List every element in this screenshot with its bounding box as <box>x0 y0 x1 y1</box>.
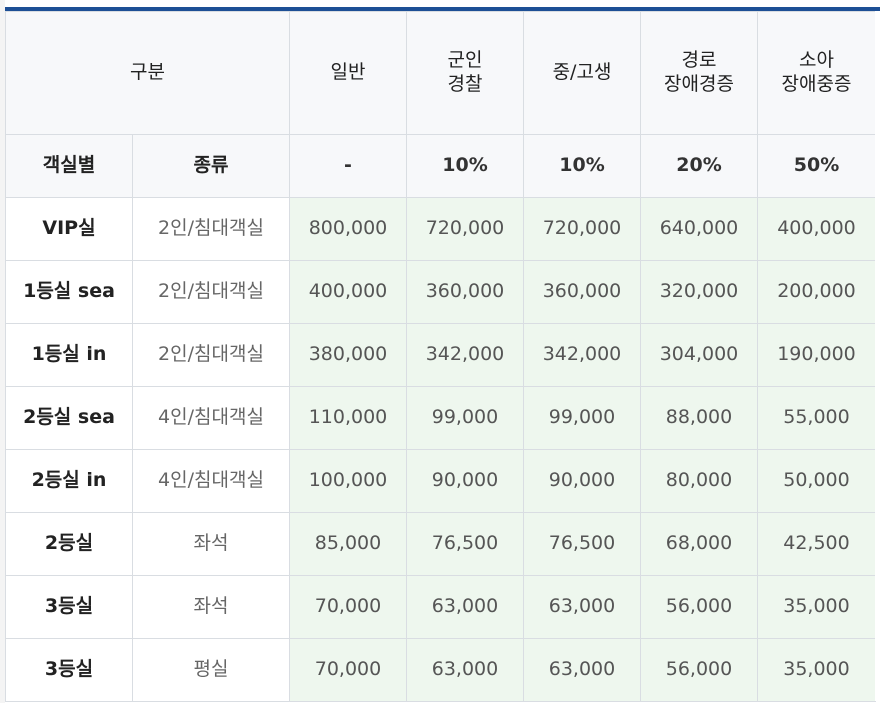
room-kind-cell: 2인/침대객실 <box>132 323 290 387</box>
price-cell: 85,000 <box>289 512 407 576</box>
room-name-cell: 3등실 <box>5 638 133 702</box>
room-name-cell: 1등실 sea <box>5 260 133 324</box>
price-cell: 50,000 <box>757 449 876 513</box>
price-cell: 80,000 <box>640 449 758 513</box>
price-cell: 110,000 <box>289 386 407 450</box>
header-row: 구분 일반 군인 경찰 중/고생 경로 장애경증 소아 장애중증 <box>5 11 876 135</box>
price-cell: 70,000 <box>289 575 407 639</box>
price-cell: 800,000 <box>289 197 407 261</box>
discount-military-police: 10% <box>406 134 524 198</box>
fare-header-line1: 일반 <box>330 61 366 84</box>
table-top-accent-bar <box>5 7 880 11</box>
price-cell: 360,000 <box>523 260 641 324</box>
fare-header-line1: 군인 <box>447 49 483 72</box>
room-name-cell: 2등실 in <box>5 449 133 513</box>
table-row: 2등실 in 4인/침대객실 100,000 90,000 90,000 80,000 50… <box>5 449 876 513</box>
price-cell: 35,000 <box>757 638 876 702</box>
price-cell: 76,500 <box>406 512 524 576</box>
room-kind-cell: 2인/침대객실 <box>132 260 290 324</box>
discount-child: 50% <box>757 134 876 198</box>
table-row: 1등실 in 2인/침대객실 380,000 342,000 342,000 304,00… <box>5 323 876 387</box>
room-name-cell: 2등실 sea <box>5 386 133 450</box>
room-kind-cell: 4인/침대객실 <box>132 386 290 450</box>
price-cell: 99,000 <box>523 386 641 450</box>
room-type-header: 객실별 <box>5 134 133 198</box>
fare-header-military-police: 군인 경찰 <box>406 11 524 135</box>
room-kind-cell: 4인/침대객실 <box>132 449 290 513</box>
price-cell: 88,000 <box>640 386 758 450</box>
room-name-cell: 2등실 <box>5 512 133 576</box>
price-cell: 68,000 <box>640 512 758 576</box>
table-row: 1등실 sea 2인/침대객실 400,000 360,000 360,000 320,0… <box>5 260 876 324</box>
discount-senior: 20% <box>640 134 758 198</box>
price-cell: 380,000 <box>289 323 407 387</box>
price-cell: 360,000 <box>406 260 524 324</box>
price-cell: 400,000 <box>289 260 407 324</box>
price-cell: 63,000 <box>523 575 641 639</box>
table-row: VIP실 2인/침대객실 800,000 720,000 720,000 640,000 4… <box>5 197 876 261</box>
table-row: 2등실 sea 4인/침대객실 110,000 99,000 99,000 88,000 5… <box>5 386 876 450</box>
price-cell: 35,000 <box>757 575 876 639</box>
discount-students: 10% <box>523 134 641 198</box>
price-cell: 320,000 <box>640 260 758 324</box>
room-kind-cell: 좌석 <box>132 512 290 576</box>
price-cell: 640,000 <box>640 197 758 261</box>
discount-general: - <box>289 134 407 198</box>
table-row: 2등실 좌석 85,000 76,500 76,500 68,000 42,500 <box>5 512 876 576</box>
price-cell: 190,000 <box>757 323 876 387</box>
price-cell: 42,500 <box>757 512 876 576</box>
fare-header-senior-mild-disability: 경로 장애경증 <box>640 11 758 135</box>
price-cell: 720,000 <box>406 197 524 261</box>
table-row: 3등실 평실 70,000 63,000 63,000 56,000 35,000 <box>5 638 876 702</box>
fare-header-child-severe-disability: 소아 장애중증 <box>757 11 876 135</box>
fare-table-body: 구분 일반 군인 경찰 중/고생 경로 장애경증 소아 장애중증 객실별 종류 <box>5 11 876 702</box>
price-cell: 342,000 <box>406 323 524 387</box>
room-name-cell: 1등실 in <box>5 323 133 387</box>
category-header: 구분 <box>5 11 290 135</box>
fare-header-general: 일반 <box>289 11 407 135</box>
price-cell: 70,000 <box>289 638 407 702</box>
kind-header: 종류 <box>132 134 290 198</box>
price-cell: 99,000 <box>406 386 524 450</box>
price-cell: 400,000 <box>757 197 876 261</box>
room-name-cell: 3등실 <box>5 575 133 639</box>
fare-table: 구분 일반 군인 경찰 중/고생 경로 장애경증 소아 장애중증 객실별 종류 <box>5 11 876 702</box>
fare-header-students: 중/고생 <box>523 11 641 135</box>
room-kind-cell: 평실 <box>132 638 290 702</box>
subheader-row: 객실별 종류 - 10% 10% 20% 50% <box>5 134 876 198</box>
price-cell: 55,000 <box>757 386 876 450</box>
price-cell: 63,000 <box>523 638 641 702</box>
fare-header-line1: 소아 <box>799 49 834 72</box>
price-cell: 200,000 <box>757 260 876 324</box>
price-cell: 63,000 <box>406 638 524 702</box>
fare-header-line2: 장애중증 <box>781 73 852 95</box>
price-cell: 90,000 <box>406 449 524 513</box>
price-cell: 342,000 <box>523 323 641 387</box>
room-name-cell: VIP실 <box>5 197 133 261</box>
price-cell: 90,000 <box>523 449 641 513</box>
price-cell: 56,000 <box>640 575 758 639</box>
price-cell: 304,000 <box>640 323 758 387</box>
price-cell: 720,000 <box>523 197 641 261</box>
price-cell: 63,000 <box>406 575 524 639</box>
price-cell: 56,000 <box>640 638 758 702</box>
room-kind-cell: 좌석 <box>132 575 290 639</box>
price-cell: 76,500 <box>523 512 641 576</box>
price-cell: 100,000 <box>289 449 407 513</box>
fare-header-line2: 장애경증 <box>664 73 734 95</box>
fare-header-line1: 중/고생 <box>552 61 612 84</box>
table-row: 3등실 좌석 70,000 63,000 63,000 56,000 35,000 <box>5 575 876 639</box>
left-margin <box>0 0 5 703</box>
room-kind-cell: 2인/침대객실 <box>132 197 290 261</box>
right-edge-mask <box>875 11 880 701</box>
fare-header-line2: 경찰 <box>447 73 483 95</box>
fare-header-line1: 경로 <box>681 49 717 72</box>
